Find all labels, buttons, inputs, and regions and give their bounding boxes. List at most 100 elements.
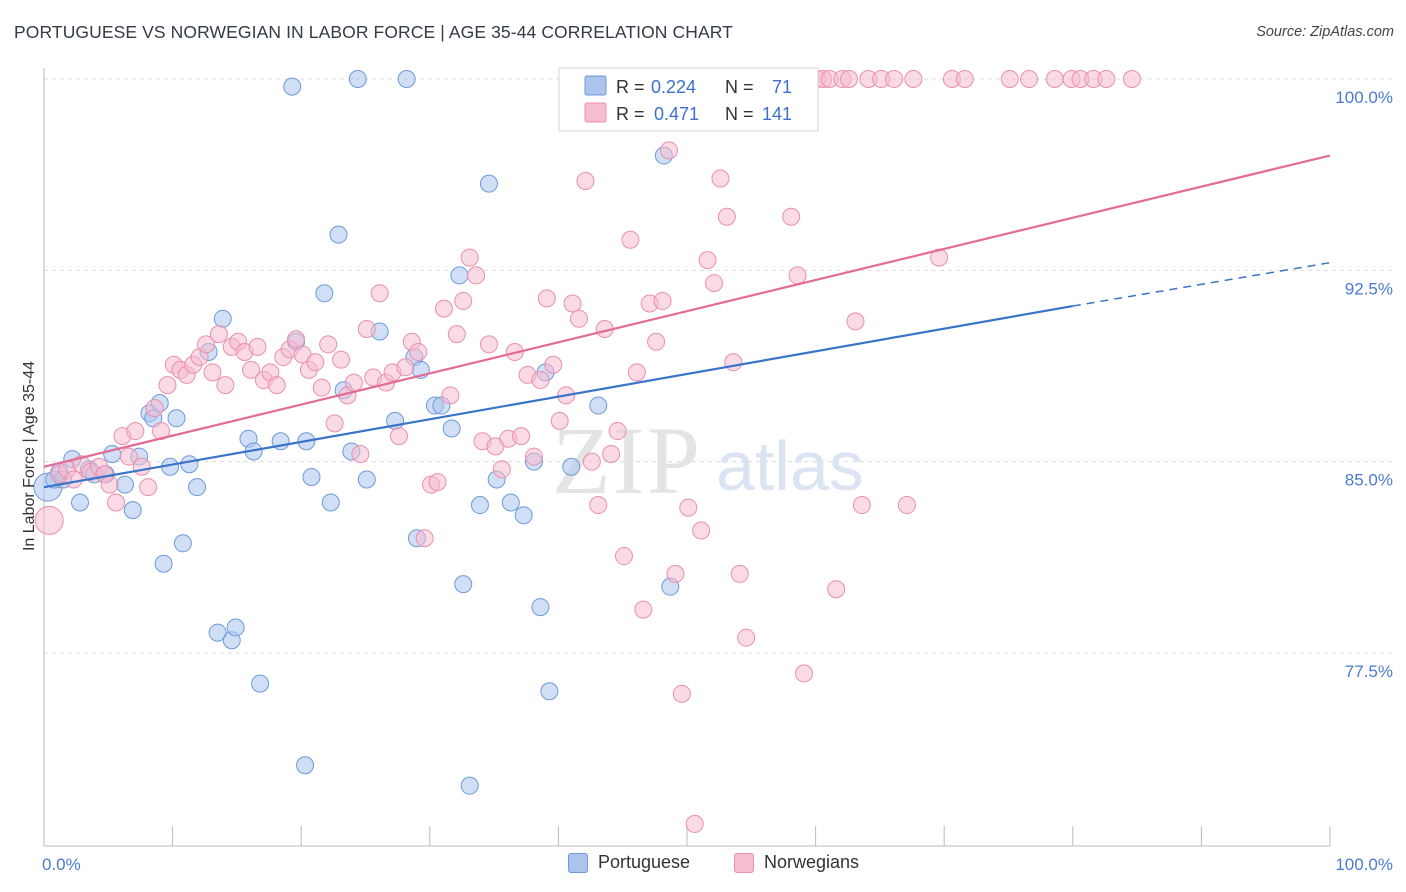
portuguese-point bbox=[315, 284, 334, 303]
norwegians-point bbox=[705, 274, 724, 293]
norwegians-point bbox=[512, 427, 531, 446]
legend-swatch-norwegians bbox=[584, 102, 607, 123]
legend-swatch-portuguese-bottom bbox=[568, 852, 588, 873]
norwegians-point bbox=[782, 207, 801, 226]
norwegians-point bbox=[698, 251, 717, 270]
chart-title: PORTUGUESE VS NORWEGIAN IN LABOR FORCE |… bbox=[14, 22, 733, 42]
portuguese-point bbox=[302, 467, 321, 486]
bottom-legend: Portuguese Norwegians bbox=[0, 852, 1406, 878]
norwegians-point bbox=[145, 399, 164, 418]
norwegians-point bbox=[216, 376, 235, 395]
norwegians-point bbox=[415, 529, 434, 548]
norwegians-point bbox=[589, 496, 608, 515]
portuguese-point bbox=[321, 493, 340, 512]
norwegians-point bbox=[563, 294, 582, 313]
norwegians-point bbox=[679, 498, 698, 517]
axes bbox=[43, 68, 1331, 847]
norwegians-point bbox=[1000, 70, 1019, 88]
legend-n-label-portuguese: N = bbox=[725, 77, 754, 97]
norwegians-point bbox=[107, 493, 126, 512]
norwegians-point bbox=[126, 422, 145, 441]
norwegians-point bbox=[203, 363, 222, 382]
norwegians-point bbox=[1045, 70, 1064, 88]
norwegians-point bbox=[537, 289, 556, 308]
norwegians-point bbox=[840, 70, 859, 88]
norwegians-point bbox=[139, 478, 158, 497]
norwegians-point bbox=[685, 814, 704, 833]
portuguese-point bbox=[397, 70, 416, 88]
norwegians-point bbox=[897, 496, 916, 515]
norwegians-point bbox=[100, 475, 119, 494]
norwegians-point bbox=[647, 332, 666, 351]
portuguese-point bbox=[71, 493, 90, 512]
x-tick-label: 100.0% bbox=[1335, 855, 1393, 874]
portuguese-point bbox=[450, 266, 469, 285]
norwegians-point bbox=[524, 447, 543, 466]
portuguese-point bbox=[154, 554, 173, 573]
legend-swatch-norwegians-bottom bbox=[734, 852, 754, 873]
portuguese-point bbox=[123, 501, 142, 520]
norwegians-point bbox=[730, 564, 749, 583]
norwegians-point bbox=[287, 330, 306, 349]
norwegians-point bbox=[209, 325, 228, 344]
norwegians-point bbox=[370, 284, 389, 303]
norwegians-point bbox=[119, 447, 138, 466]
watermark-atlas: atlas bbox=[716, 427, 864, 505]
norwegians-point bbox=[614, 547, 633, 566]
series-norwegians-points bbox=[34, 70, 1141, 833]
norwegians-point bbox=[460, 248, 479, 267]
portuguese-point bbox=[116, 475, 135, 494]
norwegians-point bbox=[306, 353, 325, 372]
norwegians-point bbox=[409, 342, 428, 361]
norwegians-point bbox=[454, 291, 473, 310]
norwegians-point bbox=[1020, 70, 1039, 88]
legend-r-label-norwegians: R = bbox=[616, 104, 645, 124]
portuguese-point bbox=[213, 309, 232, 328]
y-tick-label: 92.5% bbox=[1345, 279, 1393, 298]
norwegians-point bbox=[692, 521, 711, 540]
norwegians-point bbox=[267, 376, 286, 395]
portuguese-point bbox=[460, 776, 479, 795]
norwegians-point bbox=[1122, 70, 1141, 88]
y-tick-label: 77.5% bbox=[1345, 662, 1393, 681]
norwegians-point bbox=[627, 363, 646, 382]
norwegians-point bbox=[885, 70, 904, 88]
portuguese-point bbox=[454, 575, 473, 594]
portuguese-point bbox=[251, 674, 270, 693]
norwegians-point bbox=[582, 452, 601, 471]
norwegians-point bbox=[325, 414, 344, 433]
portuguese-point bbox=[442, 419, 461, 438]
legend-n-value-portuguese: 71 bbox=[772, 77, 792, 97]
norwegians-point bbox=[550, 411, 569, 430]
norwegians-point bbox=[795, 664, 814, 683]
y-tick-label: 100.0% bbox=[1335, 88, 1393, 107]
tick-labels: 77.5% 85.0% 92.5% 100.0% 0.0% 100.0% bbox=[42, 88, 1393, 874]
norwegians-trend-line bbox=[43, 154, 1331, 468]
norwegians-point bbox=[351, 445, 370, 464]
norwegians-point bbox=[904, 70, 923, 88]
norwegians-point bbox=[434, 299, 453, 318]
y-tick-label: 85.0% bbox=[1345, 471, 1393, 490]
norwegians-point bbox=[672, 684, 691, 703]
portuguese-trend-extension bbox=[1072, 261, 1331, 307]
norwegians-point bbox=[653, 291, 672, 310]
norwegians-point bbox=[312, 378, 331, 397]
portuguese-point bbox=[208, 623, 227, 642]
portuguese-point bbox=[329, 225, 348, 244]
legend-item-norwegians[interactable]: Norwegians bbox=[734, 852, 859, 873]
norwegians-point bbox=[955, 70, 974, 88]
portuguese-point bbox=[180, 455, 199, 474]
norwegians-point bbox=[666, 564, 685, 583]
legend-swatch-portuguese bbox=[584, 75, 607, 96]
portuguese-point bbox=[167, 409, 186, 428]
norwegians-point bbox=[396, 358, 415, 377]
portuguese-point bbox=[479, 174, 498, 193]
legend-item-portuguese[interactable]: Portuguese bbox=[568, 852, 690, 873]
norwegians-point bbox=[332, 350, 351, 369]
portuguese-point bbox=[226, 618, 245, 637]
norwegians-point bbox=[827, 580, 846, 599]
norwegians-point bbox=[602, 445, 621, 464]
norwegians-point bbox=[608, 422, 627, 441]
norwegians-point bbox=[319, 335, 338, 354]
